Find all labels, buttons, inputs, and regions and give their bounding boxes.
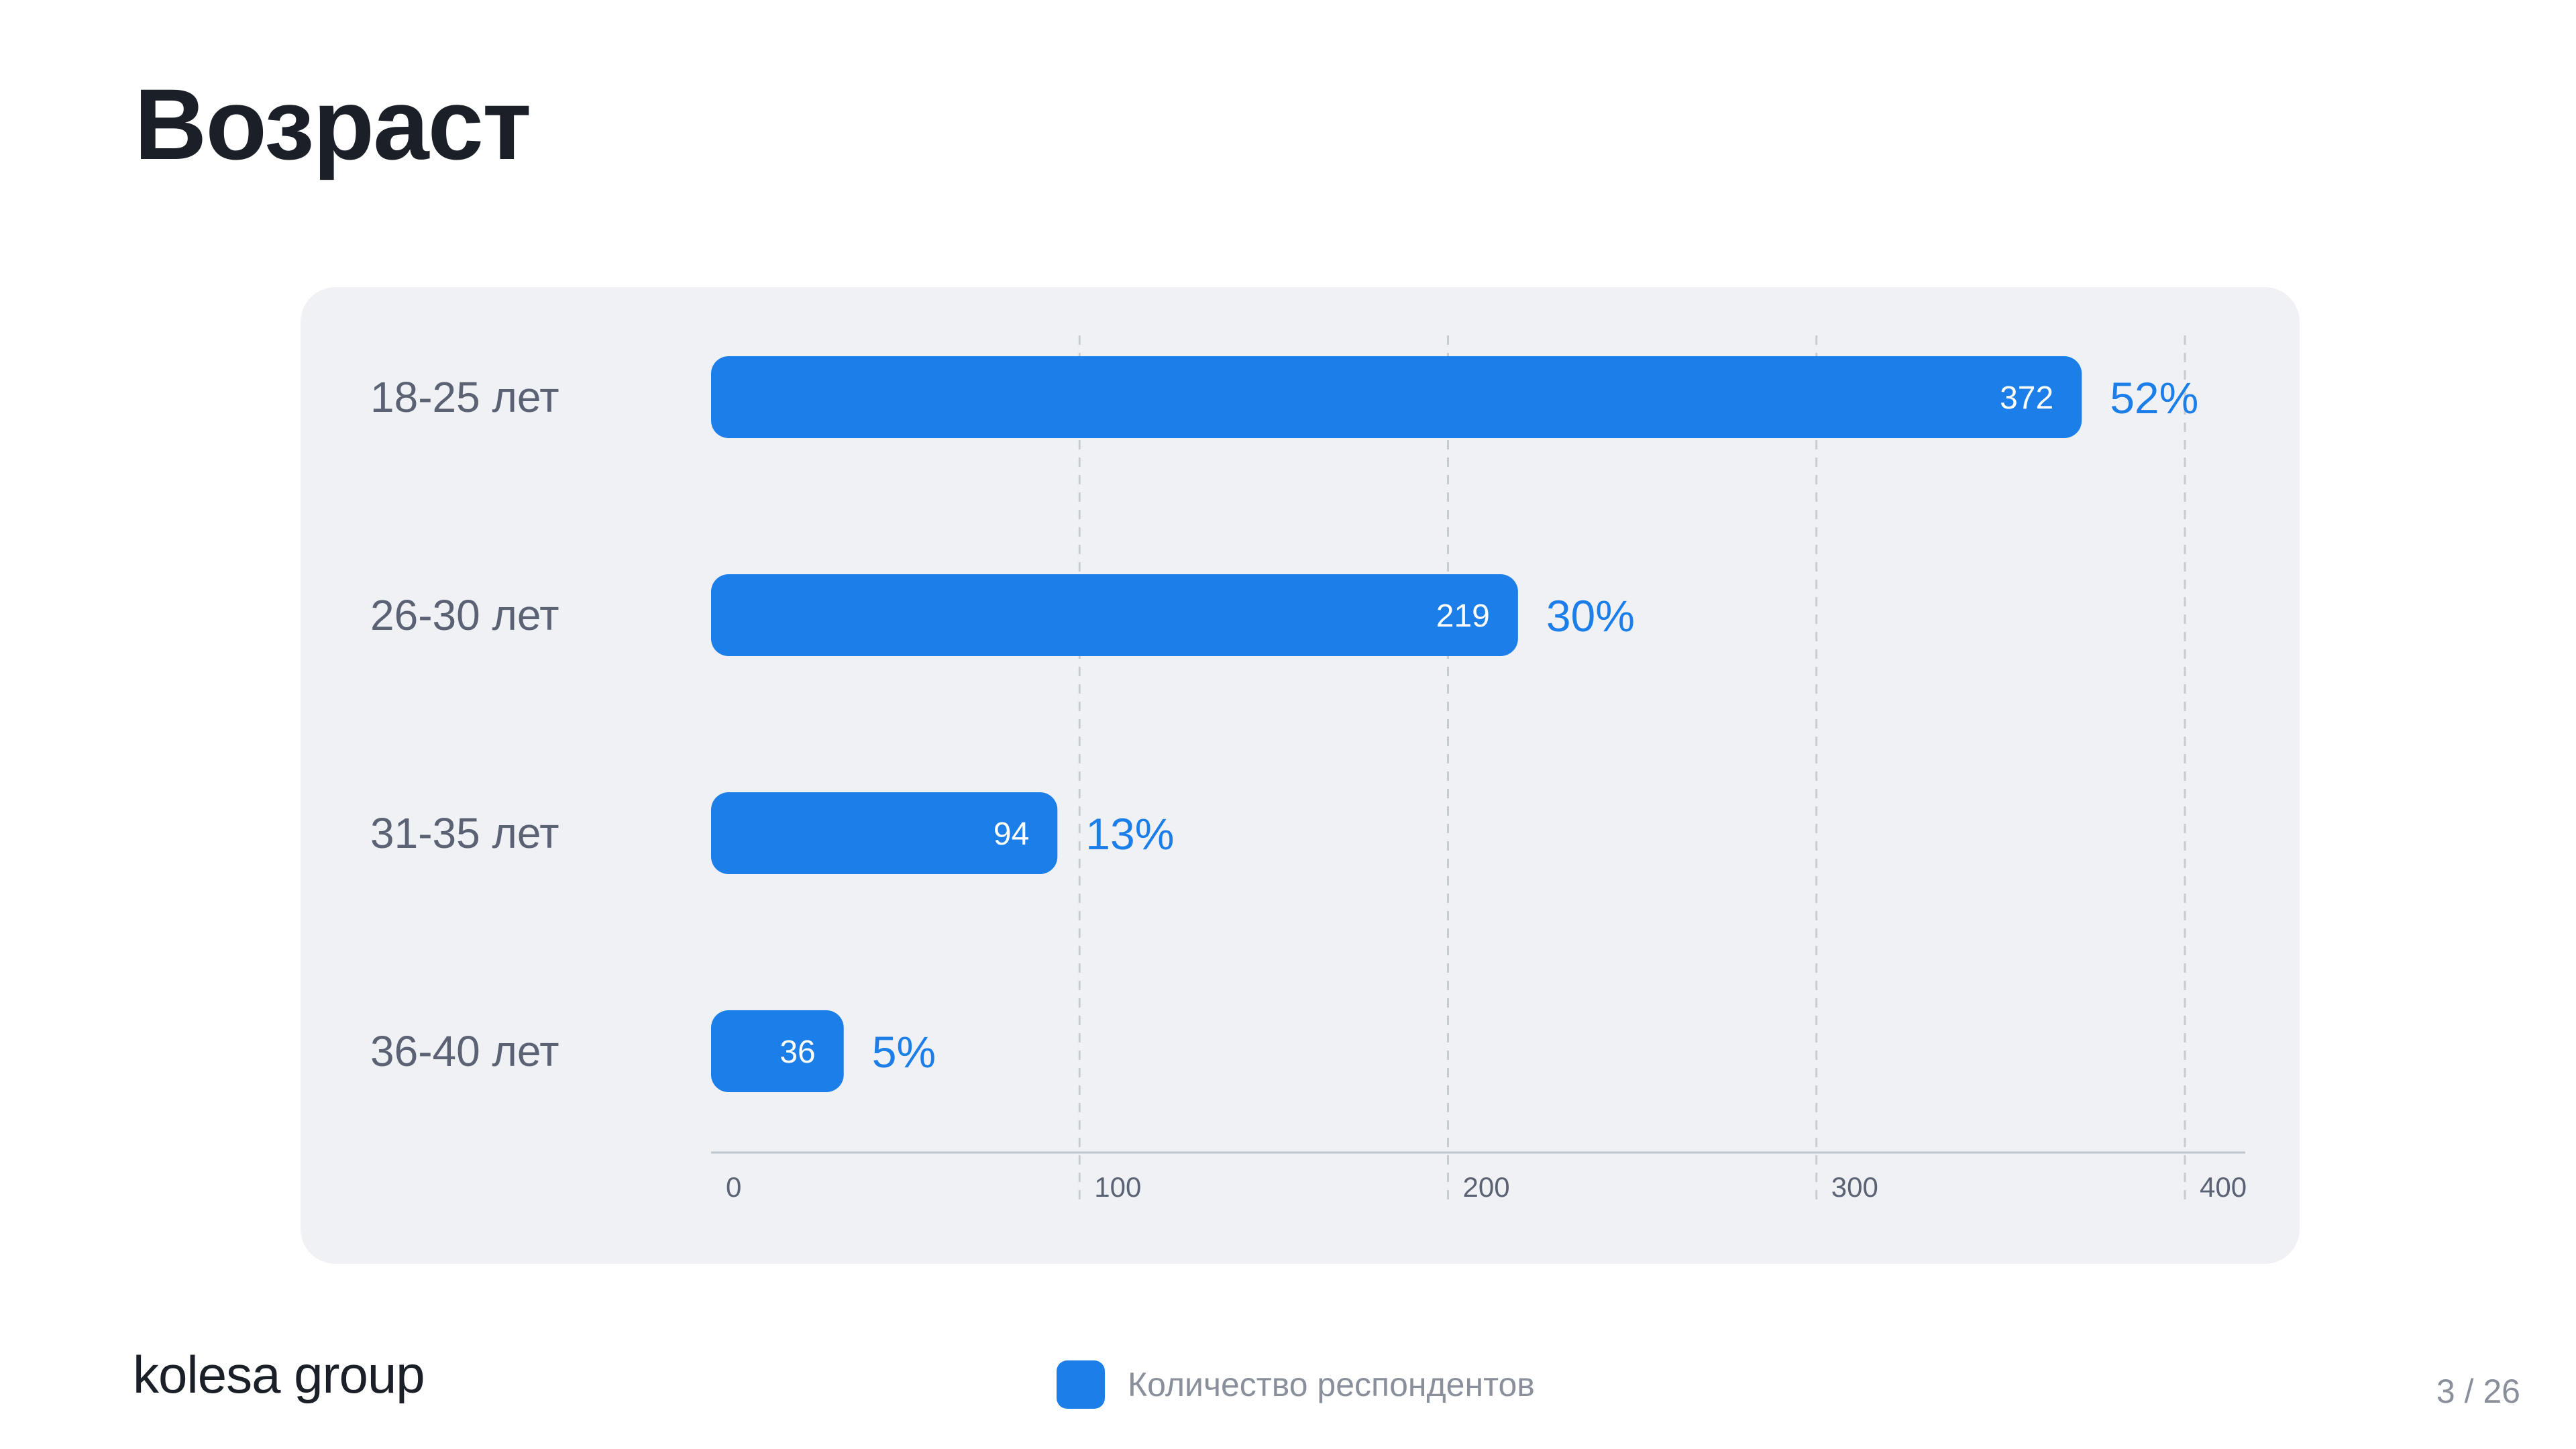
bar <box>711 1010 844 1092</box>
bar-value-label: 94 <box>994 816 1029 852</box>
category-label: 26-30 лет <box>370 591 559 639</box>
bar <box>711 574 1518 656</box>
bar-value-label: 219 <box>1436 598 1490 634</box>
bar <box>711 792 1058 874</box>
x-tick-label: 100 <box>1094 1171 1141 1203</box>
x-tick-label: 400 <box>2200 1171 2247 1203</box>
chart-card <box>301 287 2300 1264</box>
legend-label: Количество респондентов <box>1128 1366 1535 1403</box>
percent-label: 52% <box>2110 373 2198 423</box>
brand-logo: kolesa group <box>133 1345 425 1404</box>
category-label: 36-40 лет <box>370 1027 559 1075</box>
bar <box>711 356 2082 438</box>
x-tick-label: 300 <box>1831 1171 1878 1203</box>
bar-value-label: 372 <box>2000 380 2053 416</box>
percent-label: 5% <box>872 1027 936 1077</box>
chart-legend: Количество респондентов <box>1057 1360 1535 1409</box>
x-tick-label: 200 <box>1463 1171 1510 1203</box>
category-label: 31-35 лет <box>370 809 559 857</box>
percent-label: 30% <box>1546 591 1635 641</box>
page-indicator: 3 / 26 <box>2436 1373 2520 1410</box>
bar-value-label: 36 <box>780 1034 815 1070</box>
page-title: Возраст <box>134 68 531 180</box>
percent-label: 13% <box>1085 809 1174 859</box>
x-tick-label: 0 <box>726 1171 741 1203</box>
category-label: 18-25 лет <box>370 373 559 421</box>
legend-swatch <box>1057 1360 1105 1409</box>
